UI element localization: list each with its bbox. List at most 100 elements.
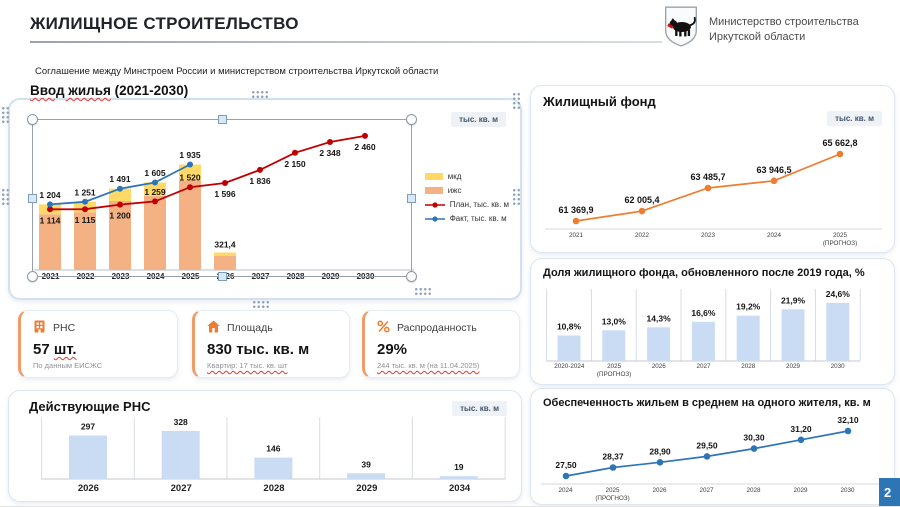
kpi-label: Распроданность (397, 322, 477, 334)
svg-text:1 596: 1 596 (214, 189, 236, 199)
data-point (844, 427, 852, 435)
data-point (82, 198, 88, 205)
unit-badge: тыс. кв. м (451, 112, 506, 127)
grip-dots (251, 90, 269, 99)
legend-item-plan: План, тыс. кв. м (424, 200, 509, 209)
kpi-card-area[interactable]: Площадь 830 тыс. кв. м Квартир: 17 тыс. … (192, 310, 350, 378)
permits-x-axis-labels: 2026 2027 2028 2029 2034 (77, 483, 471, 494)
data-point (327, 139, 333, 145)
housing-stock-x-axis-labels: 2021 2022 2023 2024 2025 (ПРОГНОЗ) (568, 232, 858, 247)
house-icon (207, 320, 220, 336)
svg-text:65 662,8: 65 662,8 (822, 138, 857, 148)
svg-text:1 259: 1 259 (144, 187, 166, 197)
svg-text:24,6%: 24,6% (826, 289, 851, 299)
data-point (797, 436, 805, 444)
renewed-share-x-axis-labels: 2020-2024 2025 (ПРОГНОЗ) 2026 2027 2028 2029 20… (554, 363, 845, 378)
data-point (770, 177, 778, 185)
svg-text:1 200: 1 200 (109, 211, 131, 221)
unit-badge: тыс. кв. м (827, 111, 882, 126)
data-point (638, 207, 646, 215)
data-point (562, 472, 570, 480)
data-point (362, 132, 368, 139)
unit-badge: тыс. кв. м (452, 401, 507, 416)
data-point (82, 206, 88, 213)
bar-izhs (214, 256, 236, 270)
grip-dots (1, 188, 10, 206)
bar-izhs (109, 201, 131, 270)
mkd-swatch-icon (424, 173, 443, 180)
page-title: ЖИЛИЩНОЕ СТРОИТЕЛЬСТВО (30, 14, 299, 33)
grip-dots (512, 92, 521, 110)
data-point (117, 185, 123, 192)
svg-text:1 935: 1 935 (179, 150, 201, 160)
housing-stock-chart-canvas: 61 369,9 62 005,4 63 485,7 63 946,5 65 662,8 (531, 86, 896, 254)
data-point (836, 150, 844, 158)
svg-text:1 204: 1 204 (39, 190, 61, 200)
svg-text:2 460: 2 460 (354, 142, 376, 152)
svg-text:19: 19 (454, 462, 464, 472)
grip-dots (414, 287, 432, 296)
data-point (704, 184, 712, 192)
svg-text:30,30: 30,30 (743, 433, 765, 443)
data-point (257, 166, 263, 173)
data-point (703, 453, 711, 460)
legend-item-mkd: мкд (424, 172, 509, 181)
svg-text:63 485,7: 63 485,7 (690, 172, 725, 182)
svg-text:28,37: 28,37 (602, 452, 624, 462)
svg-text:28,90: 28,90 (649, 446, 671, 456)
data-point (656, 459, 664, 466)
data-point (152, 198, 158, 205)
bar-mkd (144, 182, 166, 196)
ministry-logo-block: Министерство строительства Иркутской обл… (663, 5, 859, 54)
ministry-name: Министерство строительства Иркутской обл… (709, 16, 859, 43)
svg-text:1 491: 1 491 (109, 174, 131, 184)
grip-dots (512, 188, 521, 206)
legend-item-izhs: ижс (424, 186, 509, 195)
per-capita-chart-card[interactable]: Обеспеченность жильем в среднем на одног… (530, 388, 895, 505)
svg-text:21,9%: 21,9% (781, 295, 806, 305)
housing-stock-chart-card[interactable]: Жилищный фонд тыс. кв. м 61 369,9 62 005,… (530, 85, 895, 253)
svg-text:1 605: 1 605 (144, 168, 166, 178)
kpi-unit: тыс. кв. м (236, 341, 310, 358)
combo-chart-canvas: 321,4 1 114 1 115 1 200 1 259 1 520 1 596 1 836… (10, 100, 524, 302)
svg-text:328: 328 (174, 417, 188, 427)
data-point (750, 445, 758, 452)
fact-line-swatch-icon (424, 215, 445, 222)
housing-commissioning-chart-card[interactable]: тыс. кв. м 321,4 1 114 1 115 1 200 1 259 1 52… (8, 98, 522, 300)
bar (736, 315, 760, 361)
kpi-value: 57 (33, 341, 50, 358)
svg-text:27,50: 27,50 (555, 460, 577, 470)
bar-chart-svg: 10,8% 13,0% 14,3% 16,6% 19,2% 21,9% 24,6% (546, 289, 861, 362)
active-permits-chart-card[interactable]: Действующие РНС тыс. кв. м 297 328 146 39 19… (8, 390, 522, 502)
svg-text:1 251: 1 251 (74, 187, 96, 197)
svg-text:10,8%: 10,8% (557, 322, 582, 332)
kpi-note: 244 тыс. кв. м (на 11.04.2025) (377, 361, 480, 370)
bar-mkd (179, 164, 201, 181)
svg-text:29,50: 29,50 (696, 440, 718, 450)
data-line (49, 135, 366, 211)
svg-text:14,3%: 14,3% (647, 313, 672, 323)
data-point (47, 206, 53, 213)
svg-text:1 115: 1 115 (75, 215, 96, 225)
legend-item-fact: Факт, тыс. кв. м (424, 214, 509, 223)
data-point (609, 464, 617, 471)
chart-legend: мкд ижс План, тыс. кв. м Факт, тыс. кв. … (424, 172, 509, 223)
bar-izhs (39, 214, 61, 270)
kpi-unit: шт. (53, 341, 77, 358)
data-point (292, 149, 298, 156)
renewed-share-chart-card[interactable]: Доля жилищного фонда, обновленного после… (530, 258, 895, 385)
kpi-card-rns[interactable]: РНС 57 шт. По данным ЕИСЖС (18, 310, 178, 378)
svg-text:31,20: 31,20 (790, 424, 812, 434)
svg-text:62 005,4: 62 005,4 (624, 195, 659, 205)
data-point (117, 201, 123, 208)
bar-izhs (179, 180, 201, 270)
data-point (187, 184, 193, 191)
kpi-value: 830 (207, 341, 233, 358)
kpi-card-sold-share[interactable]: Распроданность 29% 244 тыс. кв. м (на 11… (362, 310, 520, 378)
line-chart-svg: 61 369,9 62 005,4 63 485,7 63 946,5 65 662,8 (545, 138, 882, 230)
per-capita-chart-canvas: 27,50 28,37 28,90 29,50 30,30 31,20 32,10 (531, 389, 896, 506)
data-point (187, 161, 193, 168)
agreement-subtitle: Соглашение между Минстроем России и мини… (35, 66, 439, 77)
svg-text:61 369,9: 61 369,9 (558, 205, 593, 215)
